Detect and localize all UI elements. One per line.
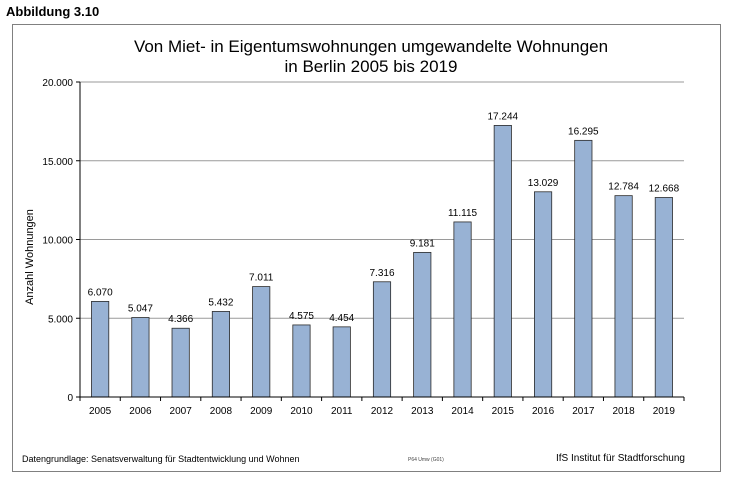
value-label-2009: 7.011 [249, 273, 274, 284]
x-tick-label-2010: 2010 [290, 406, 313, 417]
value-label-2010: 4.575 [289, 311, 314, 322]
x-tick-label-2012: 2012 [371, 406, 394, 417]
x-tick-label-2019: 2019 [653, 406, 676, 417]
x-tick-label-2016: 2016 [532, 406, 555, 417]
value-label-2012: 7.316 [369, 268, 394, 279]
x-tick-label-2014: 2014 [451, 406, 474, 417]
x-tick-label-2011: 2011 [331, 406, 353, 417]
x-tick-label-2009: 2009 [250, 406, 273, 417]
value-label-2006: 5.047 [128, 304, 153, 315]
bar-2010 [292, 324, 311, 398]
footer-institute: IfS Institut für Stadtforschung [556, 453, 685, 464]
bar-2015 [493, 125, 512, 398]
figure-label: Abbildung 3.10 [6, 4, 100, 19]
bar-2008 [211, 311, 230, 398]
chart-frame [12, 24, 721, 472]
y-tick-label: 5.000 [48, 314, 73, 325]
bar-2018 [614, 195, 633, 398]
bar-2005 [91, 300, 110, 398]
bar-2007 [171, 327, 190, 398]
x-tick-label-2013: 2013 [411, 406, 434, 417]
x-tick-label-2015: 2015 [492, 406, 515, 417]
footer-code: P64 Umw (G01) [408, 457, 444, 463]
x-tick-label-2005: 2005 [89, 406, 112, 417]
x-tick-label-2018: 2018 [612, 406, 635, 417]
value-label-2014: 11.115 [448, 208, 478, 219]
bar-2011 [332, 326, 351, 398]
y-tick-label: 10.000 [42, 236, 73, 247]
value-label-2018: 12.784 [608, 182, 639, 193]
value-label-2011: 4.454 [329, 313, 354, 324]
x-tick-label-2007: 2007 [170, 406, 193, 417]
value-label-2016: 13.029 [528, 178, 559, 189]
bar-2016 [534, 191, 553, 398]
y-tick-label: 20.000 [42, 78, 73, 89]
value-label-2007: 4.366 [168, 314, 193, 325]
chart-title-line-1: Von Miet- in Eigentumswohnungen umgewand… [134, 37, 608, 56]
footer-source: Datengrundlage: Senatsverwaltung für Sta… [22, 454, 300, 464]
x-tick-label-2006: 2006 [129, 406, 152, 417]
y-axis-label: Anzahl Wohnungen [24, 209, 36, 305]
bar-2014 [453, 221, 472, 398]
value-label-2005: 6.070 [88, 287, 113, 298]
value-label-2019: 12.668 [649, 183, 680, 194]
bar-2019 [654, 197, 673, 398]
y-tick-label: 0 [67, 393, 73, 404]
bar-2017 [574, 139, 593, 398]
bar-2009 [252, 286, 271, 398]
value-label-2015: 17.244 [488, 111, 519, 122]
bar-2013 [413, 251, 432, 398]
bar-2012 [372, 281, 392, 398]
value-label-2013: 9.181 [410, 238, 435, 249]
bar-2006 [131, 317, 150, 398]
value-label-2017: 16.295 [568, 126, 599, 137]
chart-title-line-2: in Berlin 2005 bis 2019 [285, 57, 458, 76]
y-tick-label: 15.000 [42, 157, 73, 168]
x-tick-label-2017: 2017 [572, 406, 595, 417]
x-tick-label-2008: 2008 [210, 406, 233, 417]
value-label-2008: 5.432 [208, 297, 233, 308]
